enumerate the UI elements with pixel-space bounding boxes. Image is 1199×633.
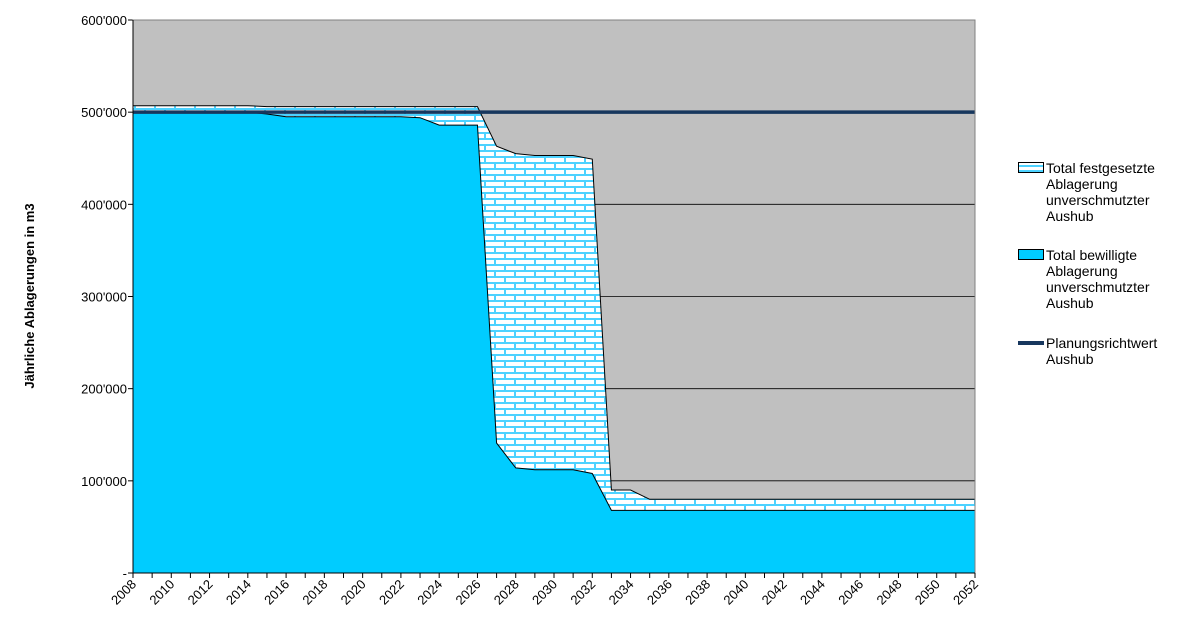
x-tick-label: 2036 (644, 577, 675, 608)
legend-label: Total festgesetzte Ablagerung unverschmu… (1046, 160, 1155, 224)
x-tick-label: 2026 (453, 577, 484, 608)
x-tick-label: 2048 (874, 577, 905, 608)
legend-label: Planungsrichtwert Aushub (1046, 335, 1158, 367)
y-tick-label: 200'000 (81, 382, 127, 397)
x-tick-label: 2024 (414, 577, 445, 608)
x-tick-label: 2016 (261, 577, 292, 608)
legend-label: Total bewilligte Ablagerung unverschmutz… (1046, 247, 1150, 311)
x-tick-label: 2038 (682, 577, 713, 608)
legend-swatch (1018, 341, 1044, 345)
x-tick-label: 2028 (491, 577, 522, 608)
x-tick-label: 2022 (376, 577, 407, 608)
legend-swatch (1018, 162, 1044, 173)
x-tick-label: 2046 (835, 577, 866, 608)
y-tick-label: 100'000 (81, 474, 127, 489)
y-tick-label: - (123, 566, 127, 581)
x-tick-label: 2044 (797, 577, 828, 608)
x-tick-label: 2008 (108, 577, 139, 608)
x-tick-label: 2034 (606, 577, 637, 608)
x-tick-label: 2018 (299, 577, 330, 608)
y-tick-label: 600'000 (81, 13, 127, 28)
y-tick-label: 400'000 (81, 197, 127, 212)
y-axis-label: Jährliche Ablagerungen in m3 (22, 203, 37, 388)
legend-swatch (1018, 249, 1044, 260)
x-tick-label: 2030 (529, 577, 560, 608)
x-tick-label: 2032 (567, 577, 598, 608)
x-tick-label: 2012 (185, 577, 216, 608)
x-tick-label: 2014 (223, 577, 254, 608)
x-tick-label: 2010 (146, 577, 177, 608)
x-tick-label: 2052 (950, 577, 981, 608)
y-tick-label: 300'000 (81, 290, 127, 305)
x-tick-label: 2050 (912, 577, 943, 608)
y-tick-label: 500'000 (81, 105, 127, 120)
x-tick-label: 2042 (759, 577, 790, 608)
x-tick-label: 2040 (720, 577, 751, 608)
x-tick-label: 2020 (338, 577, 369, 608)
